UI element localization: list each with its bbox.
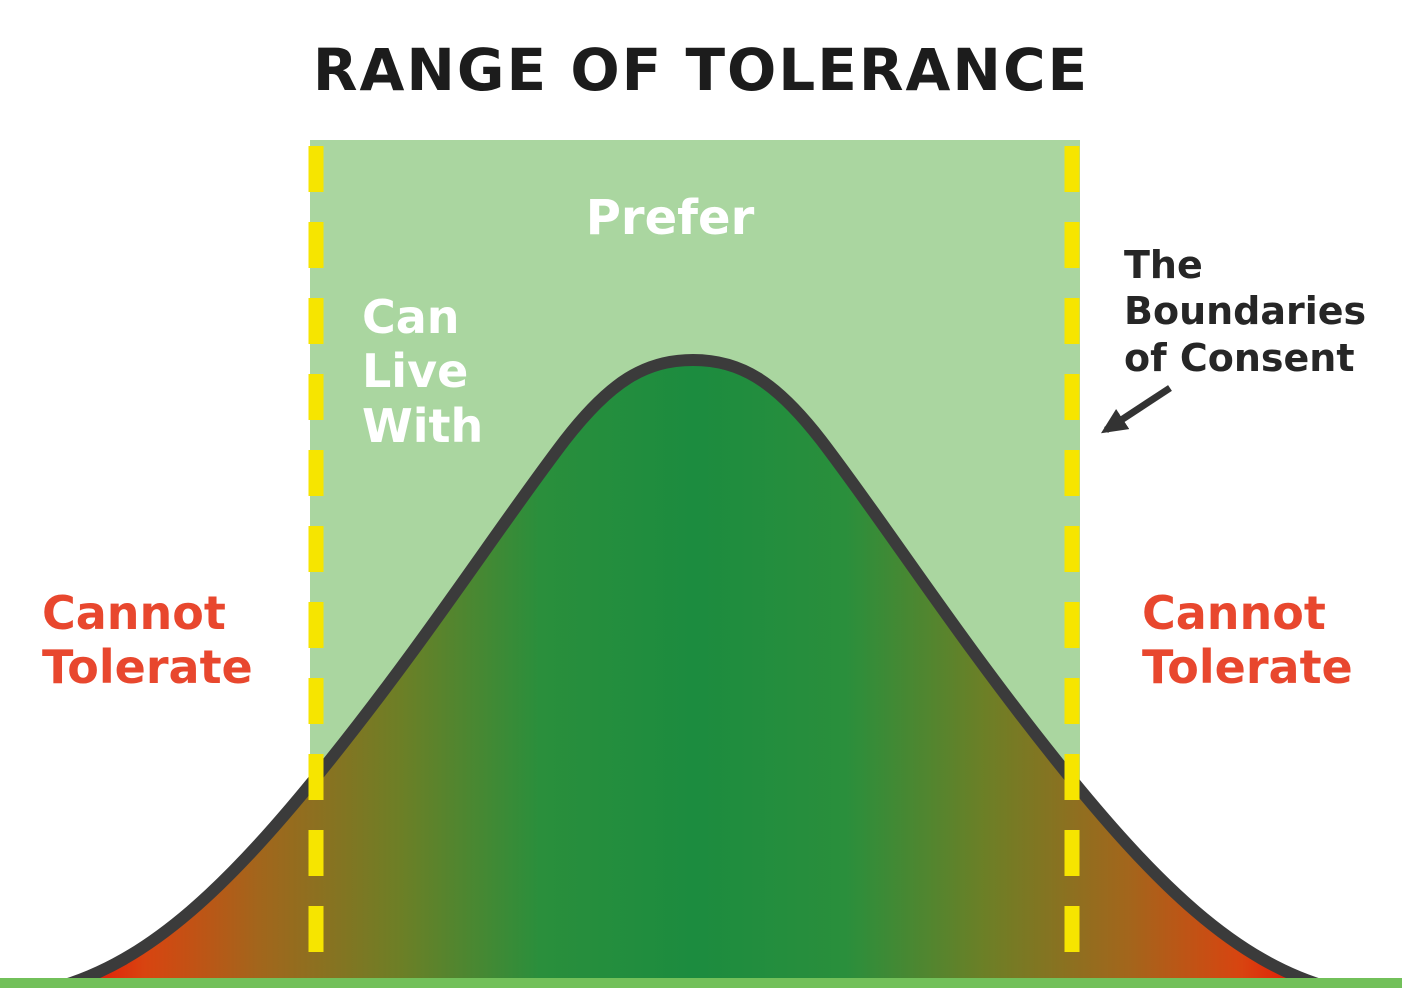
label-cannot-tolerate-right: Cannot Tolerate (1142, 586, 1353, 695)
tolerance-curve-fill (55, 360, 1331, 988)
baseline (0, 978, 1402, 988)
label-boundaries-of-consent: The Boundaries of Consent (1124, 243, 1367, 380)
boundary-arrow (1100, 385, 1172, 434)
label-prefer: Prefer (585, 190, 755, 246)
label-can-live-with: Can Live With (362, 290, 484, 453)
label-cannot-tolerate-left: Cannot Tolerate (42, 586, 253, 695)
diagram-title: RANGE OF TOLERANCE (312, 36, 1090, 104)
